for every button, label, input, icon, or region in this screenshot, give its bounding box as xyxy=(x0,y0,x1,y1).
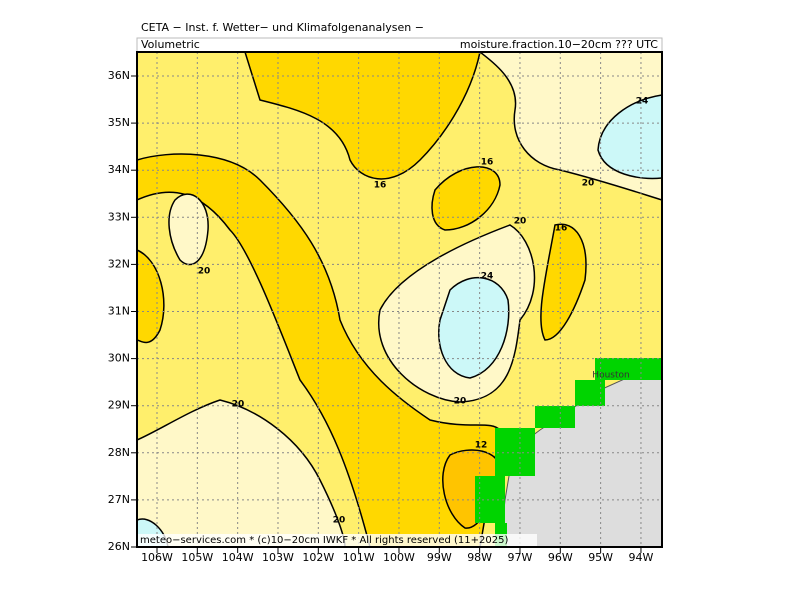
contour-label: 20 xyxy=(454,397,467,407)
title: CETA − Inst. f. Wetter− und Klimafolgena… xyxy=(141,21,424,34)
lon-label: 99W xyxy=(427,551,452,564)
lat-label: 33N xyxy=(108,210,130,223)
contour-label: 12 xyxy=(475,441,488,451)
lon-label: 97W xyxy=(508,551,533,564)
shade xyxy=(137,153,501,547)
contour-label: 20 xyxy=(582,179,595,189)
lat-label: 27N xyxy=(108,493,130,506)
header-text: moisture. xyxy=(460,38,512,51)
contour-label: 16 xyxy=(555,224,568,234)
lat-label: 28N xyxy=(108,446,130,459)
contour-label: 20 xyxy=(333,516,346,526)
contour-label: 16 xyxy=(374,181,387,191)
shade xyxy=(438,276,510,379)
shade xyxy=(244,52,481,180)
city-label: Houston xyxy=(592,371,629,381)
lat-label: 36N xyxy=(108,69,130,82)
lat-label: 31N xyxy=(108,305,130,318)
lat-label: 30N xyxy=(108,352,130,365)
lon-label: 102W xyxy=(302,551,334,564)
header-left: Volumetric xyxy=(141,38,200,51)
lat-label: 32N xyxy=(108,257,130,270)
axes: 36N 35N 34N 33N 32N 31N 30N 29N 28N 27N 26N 106W 105… xyxy=(108,69,654,564)
header-text: .10−20cm ??? UTC xyxy=(554,38,658,51)
contour-label: 24 xyxy=(636,97,649,107)
header-right: moisture.fraction.10−20cm ??? UTC xyxy=(460,38,658,51)
lon-label: 103W xyxy=(262,551,294,564)
mask xyxy=(475,358,662,547)
lon-label: 95W xyxy=(588,551,613,564)
contour-label: 24 xyxy=(481,272,494,282)
lon-label: 100W xyxy=(383,551,415,564)
contour-label: 16 xyxy=(481,158,494,168)
lon-label: 98W xyxy=(467,551,492,564)
contour-label: 20 xyxy=(514,217,527,227)
contour-label: 20 xyxy=(232,400,245,410)
footer-bg xyxy=(137,534,537,546)
lon-label: 104W xyxy=(222,551,254,564)
footer: meteo−services.com * (c)10−20cm IWKF * A… xyxy=(140,535,508,546)
lon-label: 105W xyxy=(181,551,213,564)
frame xyxy=(136,51,663,548)
lat-label: 29N xyxy=(108,399,130,412)
header-unit: fraction xyxy=(512,38,554,51)
lon-label: 96W xyxy=(548,551,573,564)
lat-label: 34N xyxy=(108,163,130,176)
lat-label: 35N xyxy=(108,116,130,129)
shade xyxy=(137,399,346,547)
lon-label: 101W xyxy=(343,551,375,564)
shade xyxy=(431,166,501,231)
lon-label: 94W xyxy=(629,551,654,564)
shade xyxy=(597,94,662,180)
lat-label: 26N xyxy=(108,540,130,553)
map: 16 16 20 16 20 24 20 20 20 12 20 24 Hous… xyxy=(137,52,662,547)
contour-label: 20 xyxy=(198,267,211,277)
lon-label: 106W xyxy=(141,551,173,564)
